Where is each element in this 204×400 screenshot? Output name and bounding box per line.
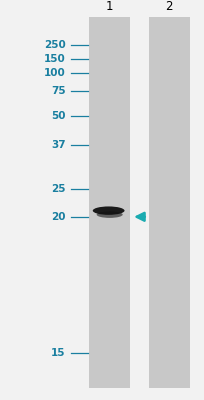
Bar [148,17,189,388]
Text: 50: 50 [51,111,65,121]
Text: 2: 2 [165,0,172,13]
Ellipse shape [96,211,122,218]
Text: 15: 15 [51,348,65,358]
Text: 150: 150 [44,54,65,64]
Bar [89,17,130,388]
Ellipse shape [92,206,124,215]
Text: 100: 100 [44,68,65,78]
Text: 25: 25 [51,184,65,194]
Text: 37: 37 [51,140,65,150]
Text: 20: 20 [51,212,65,222]
Text: 75: 75 [51,86,65,96]
Text: 250: 250 [44,40,65,50]
Text: 1: 1 [105,0,113,13]
